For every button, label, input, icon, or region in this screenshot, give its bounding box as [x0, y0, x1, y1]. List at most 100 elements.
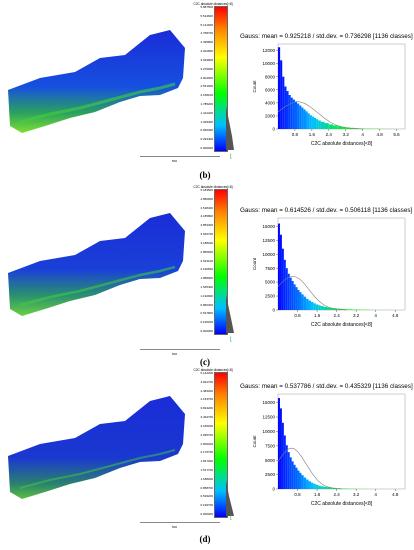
point-cloud-map [8, 213, 185, 316]
histogram-bar [303, 477, 307, 489]
colorbar-tick-label: 5.142200 [200, 371, 213, 375]
scale-bar [140, 522, 220, 523]
histogram-bar [310, 482, 314, 489]
histogram-bar [278, 398, 280, 489]
histogram-bar [299, 472, 302, 489]
colorbar-tick-label: 2.506200 [200, 441, 213, 446]
y-tick-label: 12000 [262, 48, 275, 53]
histogram-bar [278, 223, 280, 310]
colorbar-tick-label: 4.518400 [200, 205, 213, 210]
histogram-bar [297, 289, 300, 310]
colorbar-tick-label: 0.860300 [200, 302, 213, 307]
colorbar [214, 372, 228, 518]
gauss-curve [277, 275, 347, 311]
colorbar-tick-label: 3.520700 [200, 232, 213, 237]
x-tick-label: 4 [374, 313, 377, 318]
x-tick-label: 4.8 [392, 492, 399, 497]
colorbar-tick-label: 0.527800 [200, 311, 213, 316]
histogram-bar [294, 101, 298, 129]
histogram-bar [305, 111, 308, 129]
gauss-title: Gauss: mean = 0.537786 / std.dev. = 0.43… [240, 383, 413, 390]
y-tick-label: 2000 [265, 114, 276, 119]
colorbar-tick-label: 0.529200 [200, 494, 213, 499]
colorbar-tick-label: 2.531000 [200, 84, 213, 89]
x-tick-label: 2.4 [333, 492, 340, 497]
histogram-bar [337, 126, 342, 129]
colorbar-tick-label: 1.847200 [200, 459, 213, 464]
histogram-bar [320, 121, 325, 129]
histogram-bar [310, 301, 314, 310]
histogram-bar [327, 487, 332, 489]
colorbar-ticks: 5.887500 5.514600 5.141600 4.768700 4.395800… [196, 6, 213, 150]
histogram-bar [323, 486, 328, 489]
point-cloud-map [8, 396, 185, 499]
colorbar-tick-label: 3.649900 [200, 57, 213, 62]
histogram-bar [287, 273, 290, 310]
y-axis-label: Count [252, 435, 257, 448]
colorbar-tick-label: 5.887500 [200, 5, 213, 9]
colorbar-tick-label: 3.853300 [200, 223, 213, 228]
scale-bar [140, 156, 220, 157]
histogram-plot: 0 2000 4000 6000 8000 10000 12000 0.8 1.6 2.4 3.2 4… [252, 43, 406, 147]
y-tick-label: 0 [272, 308, 275, 313]
histogram-bar [316, 119, 319, 129]
histogram-bar [284, 86, 287, 129]
histogram-bar [299, 292, 302, 310]
colorbar-histogram [226, 294, 234, 333]
histogram-bar [307, 113, 310, 129]
y-tick-label: 7500 [265, 266, 276, 271]
panel-caption: (d) [199, 534, 211, 544]
y-tick-label: 7500 [265, 443, 276, 448]
colorbar-tick-label: 0.199700 [200, 503, 213, 508]
colorbar-tick-label: 0.000000 [200, 512, 213, 516]
gauss-curve [277, 101, 363, 130]
colorbar-tick-label: 2.523100 [200, 258, 213, 263]
colorbar-tick-label: 2.176700 [200, 450, 213, 455]
colorbar-tick-label: 0.293400 [200, 137, 213, 142]
histogram-bar [301, 294, 304, 310]
colorbar-tick-label: 3.165200 [200, 423, 213, 428]
histogram-bar [281, 248, 284, 310]
histogram-bar [289, 457, 292, 489]
y-tick-label: 12500 [262, 238, 275, 243]
y-tick-label: 4000 [265, 100, 276, 105]
x-tick-label: 3.2 [343, 132, 350, 137]
x-tick-label: 0.8 [294, 492, 301, 497]
colorbar-tick-label: 3.494700 [200, 415, 213, 420]
x-tick-label: 5.6 [393, 132, 400, 137]
histogram-bar [278, 47, 281, 130]
y-tick-label: 10000 [262, 61, 275, 66]
x-tick-label: 0.8 [292, 132, 299, 137]
x-tick-label: 3.2 [353, 313, 360, 318]
x-tick-label: 0.8 [294, 313, 301, 318]
histogram-bar [318, 120, 321, 129]
histogram-bar [293, 284, 296, 310]
y-tick-label: 10000 [262, 252, 275, 257]
x-tick-label: 4.8 [392, 313, 399, 318]
histogram-bar [297, 103, 300, 129]
histogram-bar [315, 484, 319, 489]
colorbar-title: C2C absolute distances[<8] [193, 368, 233, 372]
y-axis-label: Count [252, 80, 257, 93]
x-tick-label: 2.4 [326, 132, 333, 137]
colorbar-tick-label: 1.785200 [200, 101, 213, 106]
histogram-bar [288, 95, 291, 129]
gauss-curve [277, 447, 342, 490]
y-axis-label: Count [252, 257, 257, 270]
colorbar-tick-label: 1.412200 [200, 110, 213, 115]
histogram-bar [285, 268, 288, 310]
colorbar-tick-label: 1.525400 [200, 284, 213, 289]
colorbar-tick-label: 2.904000 [200, 75, 213, 80]
histogram-bar [287, 452, 290, 489]
colorbar-tick-label: 0.195200 [200, 320, 213, 325]
colorbar-tick-label: 4.395800 [200, 40, 213, 45]
colorbar-tick-label: 1.517700 [200, 467, 213, 472]
histogram-bar [341, 126, 346, 129]
colorbar-tick-label: 2.190500 [200, 267, 213, 272]
histogram-bar [291, 461, 294, 489]
panel-caption: (b) [199, 170, 211, 180]
colorbar-histogram [226, 106, 234, 150]
histogram-bar [283, 435, 286, 489]
colorbar-tick-label: 4.483200 [200, 388, 213, 393]
plot-area [277, 43, 406, 130]
